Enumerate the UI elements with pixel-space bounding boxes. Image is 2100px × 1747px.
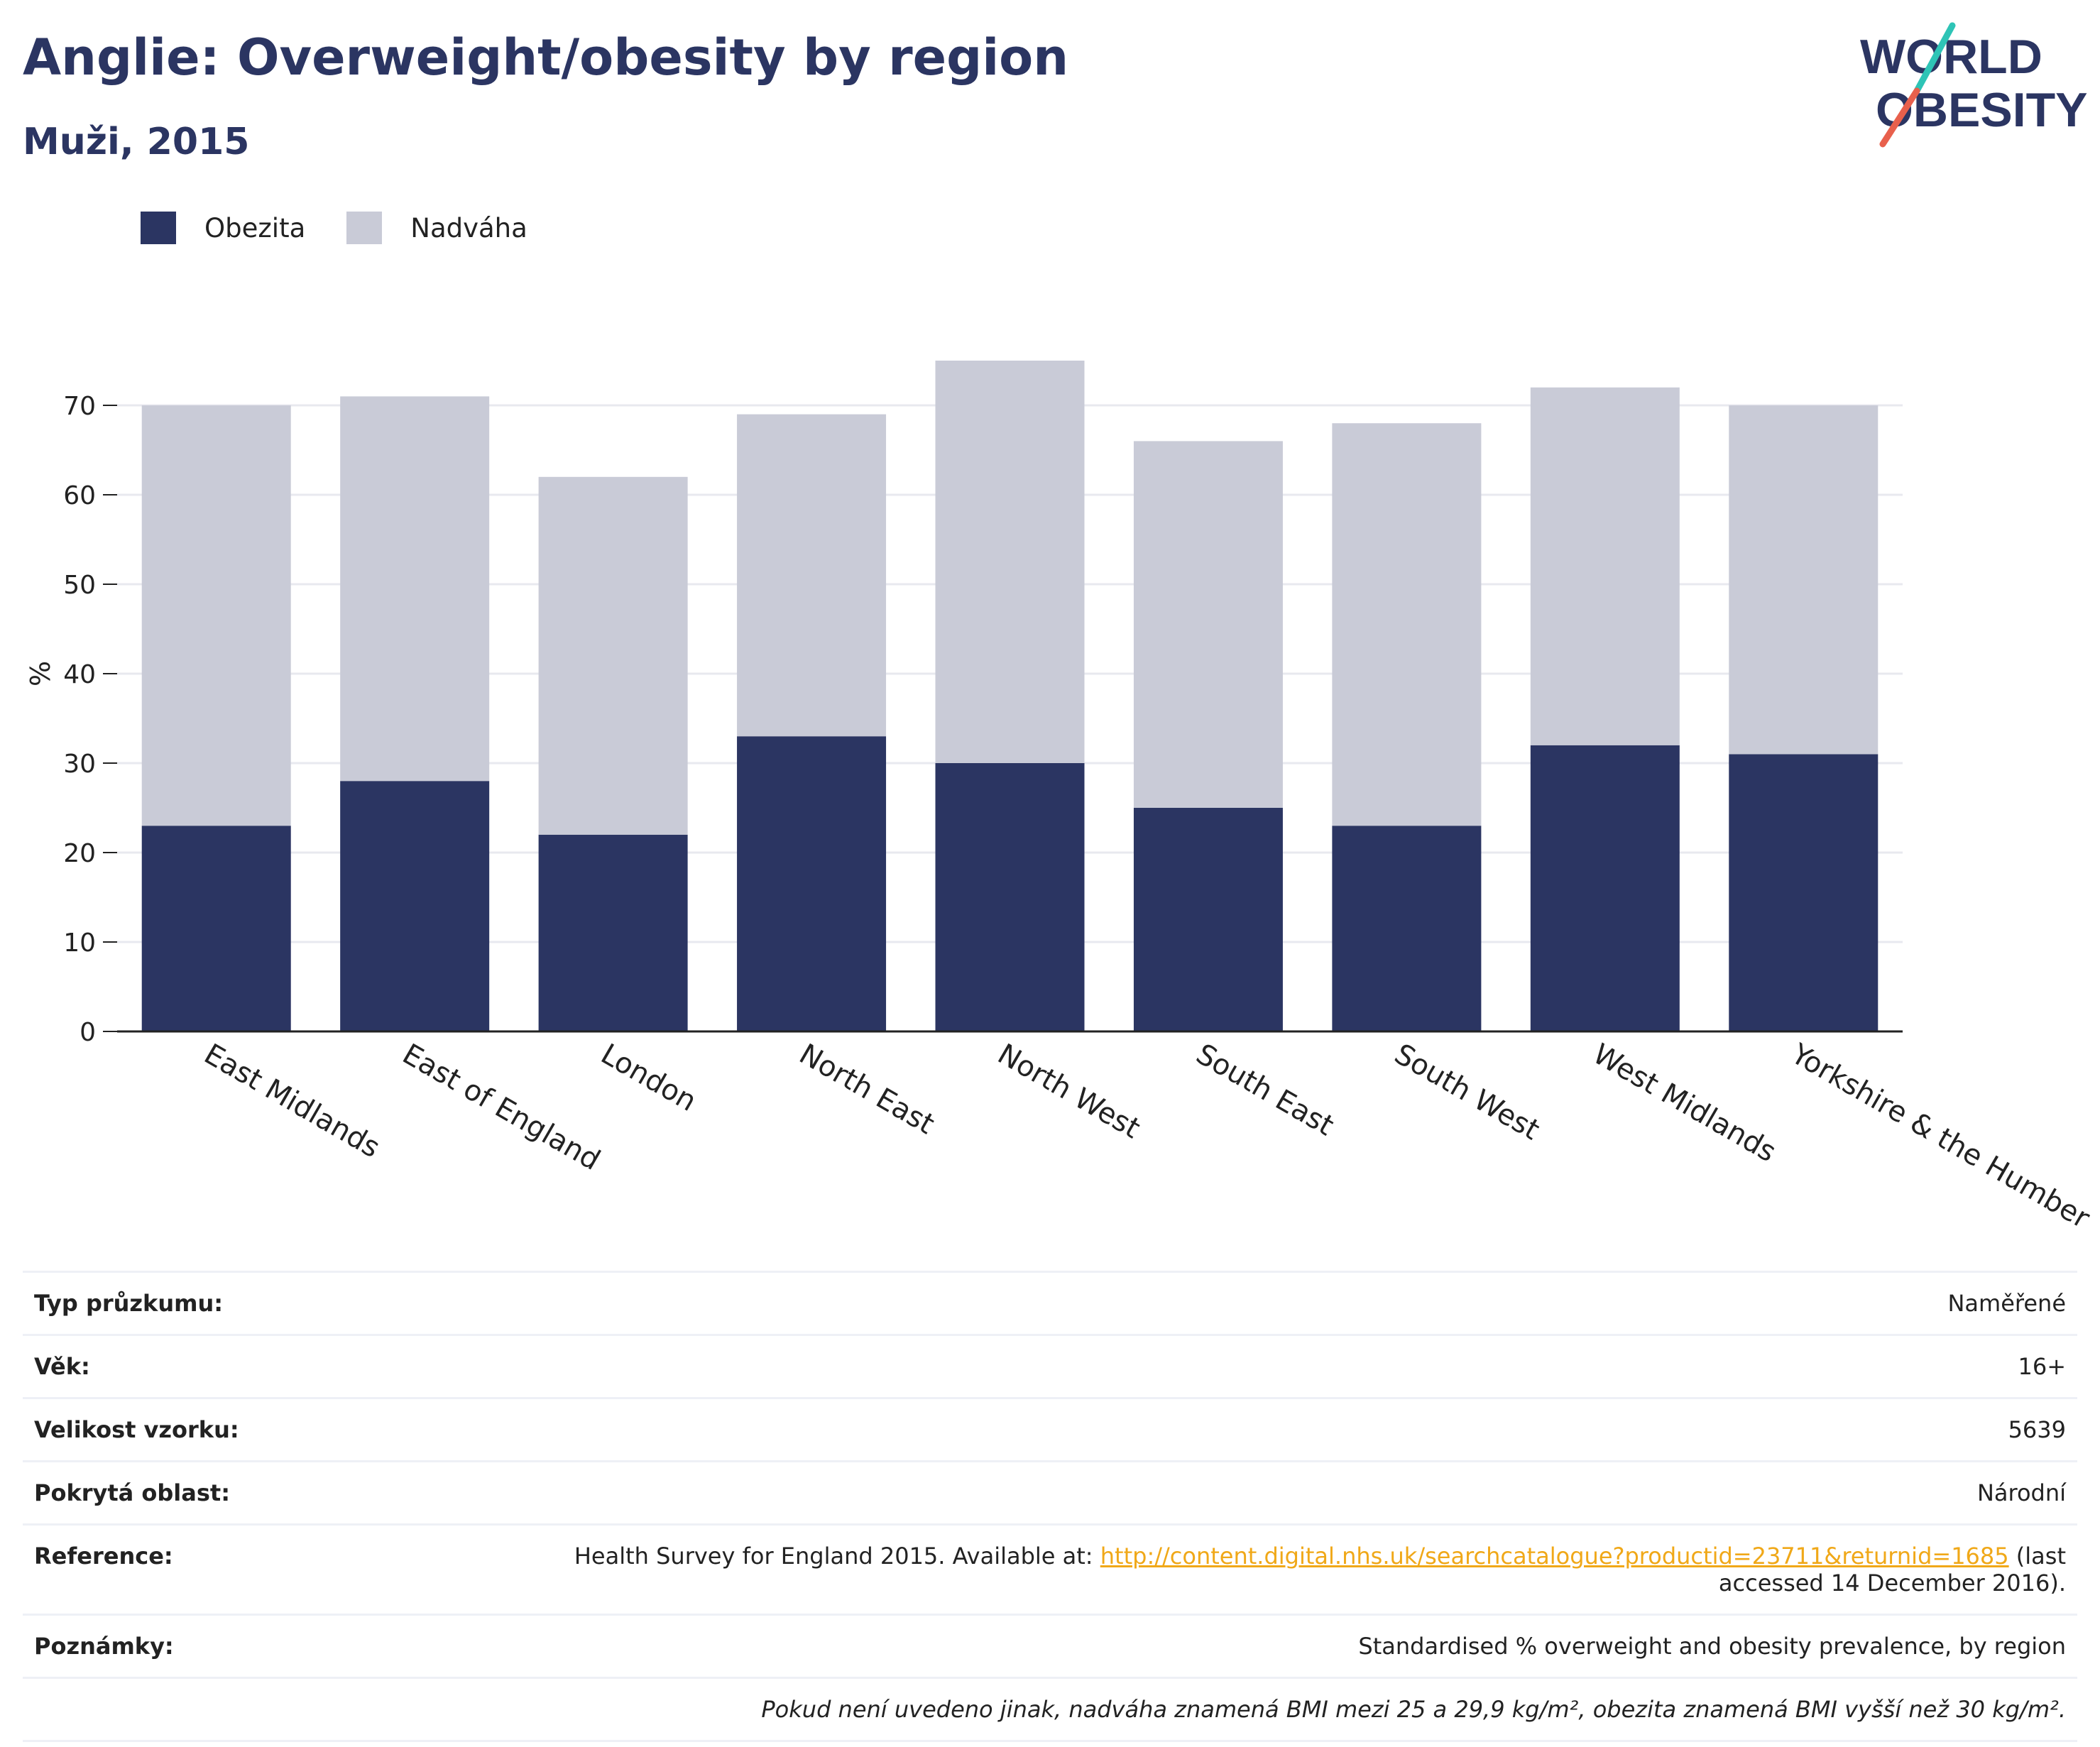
metadata-table: Typ průzkumu: Naměřené Věk: 16+ Velikost…: [23, 1271, 2077, 1742]
chart-legend: Obezita Nadváha: [141, 212, 569, 244]
y-axis-label: %: [25, 661, 56, 686]
bar-nadvaha: [340, 396, 490, 782]
meta-key: Reference:: [23, 1523, 471, 1615]
meta-row-sample-size: Velikost vzorku: 5639: [23, 1397, 2077, 1462]
y-tick-label: 20: [63, 839, 96, 868]
legend-label-nadvaha: Nadváha: [410, 212, 527, 243]
y-tick-label: 60: [63, 481, 96, 510]
legend-item-nadvaha[interactable]: Nadváha: [346, 212, 527, 244]
meta-value: Naměřené: [471, 1271, 2077, 1335]
bar-obezita: [141, 826, 291, 1031]
bar-obezita: [1133, 808, 1283, 1031]
stacked-bar-chart: 0 10 20 30 40 50 60 70% East Midlands East of Eng…: [25, 361, 2095, 1235]
bar-obezita: [1729, 754, 1878, 1031]
meta-value: Národní: [471, 1460, 2077, 1525]
footnote-text: Pokud není uvedeno jinak, nadváha znamen…: [471, 1677, 2077, 1742]
legend-swatch-obezita: [141, 212, 176, 244]
page-subtitle: Muži, 2015: [23, 121, 250, 163]
meta-row-footnote: Pokud není uvedeno jinak, nadváha znamen…: [23, 1677, 2077, 1742]
reference-suffix-2: accessed 14 December 2016).: [1718, 1570, 2066, 1597]
meta-value: 16+: [471, 1334, 2077, 1398]
meta-row-survey-type: Typ průzkumu: Naměřené: [23, 1271, 2077, 1335]
x-tick-label: London: [596, 1038, 702, 1118]
x-tick-label: South West: [1389, 1038, 1545, 1146]
bar-nadvaha: [1729, 405, 1878, 755]
meta-row-coverage: Pokrytá oblast: Národní: [23, 1460, 2077, 1525]
bar-obezita: [1530, 745, 1680, 1031]
x-tick-label: West Midlands: [1587, 1038, 1782, 1168]
bar-obezita: [737, 736, 887, 1031]
bar-obezita: [340, 781, 490, 1031]
legend-label-obezita: Obezita: [204, 212, 306, 243]
x-tick-label: East of England: [397, 1038, 606, 1177]
meta-key: Věk:: [23, 1334, 471, 1398]
y-tick-label: 30: [63, 750, 96, 779]
bar-nadvaha: [538, 476, 688, 835]
bar-nadvaha: [935, 361, 1085, 763]
legend-swatch-nadvaha: [346, 212, 383, 244]
bar-nadvaha: [1133, 441, 1283, 808]
meta-value: Standardised % overweight and obesity pr…: [471, 1614, 2077, 1678]
meta-key: Pokrytá oblast:: [23, 1460, 471, 1525]
x-tick-label: East Midlands: [199, 1038, 385, 1164]
y-tick-label: 40: [63, 660, 96, 689]
x-tick-label: North West: [992, 1038, 1146, 1145]
bar-nadvaha: [1332, 423, 1482, 826]
meta-key: Typ průzkumu:: [23, 1271, 471, 1335]
bar-obezita: [1332, 826, 1482, 1031]
meta-key: Velikost vzorku:: [23, 1397, 471, 1462]
bar-nadvaha: [141, 405, 291, 826]
meta-row-reference: Reference: Health Survey for England 201…: [23, 1523, 2077, 1615]
bar-nadvaha: [1530, 387, 1680, 745]
meta-key: Poznámky:: [23, 1614, 471, 1678]
logo-line2: OBESITY: [1876, 83, 2087, 137]
y-tick-label: 10: [63, 929, 96, 958]
reference-suffix-1: (last: [2008, 1543, 2066, 1570]
y-tick-label: 0: [80, 1018, 96, 1047]
legend-item-obezita[interactable]: Obezita: [141, 212, 305, 244]
x-tick-label: Yorkshire & the Humber: [1785, 1037, 2095, 1235]
y-tick-label: 70: [63, 392, 96, 421]
bar-obezita: [538, 834, 688, 1031]
meta-value: Health Survey for England 2015. Availabl…: [471, 1523, 2077, 1615]
meta-row-notes: Poznámky: Standardised % overweight and …: [23, 1614, 2077, 1678]
x-tick-label: North East: [794, 1038, 940, 1141]
world-obesity-logo: WORLD OBESITY: [1846, 20, 2088, 151]
y-tick-label: 50: [63, 571, 96, 600]
reference-prefix: Health Survey for England 2015. Availabl…: [574, 1543, 1100, 1570]
page-title: Anglie: Overweight/obesity by region: [23, 28, 1069, 87]
bar-nadvaha: [737, 414, 887, 737]
logo-line1: WORLD: [1860, 30, 2042, 84]
meta-value: 5639: [471, 1397, 2077, 1462]
bar-obezita: [935, 763, 1085, 1031]
reference-link[interactable]: http://content.digital.nhs.uk/searchcata…: [1100, 1543, 2009, 1570]
x-tick-label: South East: [1191, 1038, 1339, 1142]
meta-row-age: Věk: 16+: [23, 1334, 2077, 1398]
